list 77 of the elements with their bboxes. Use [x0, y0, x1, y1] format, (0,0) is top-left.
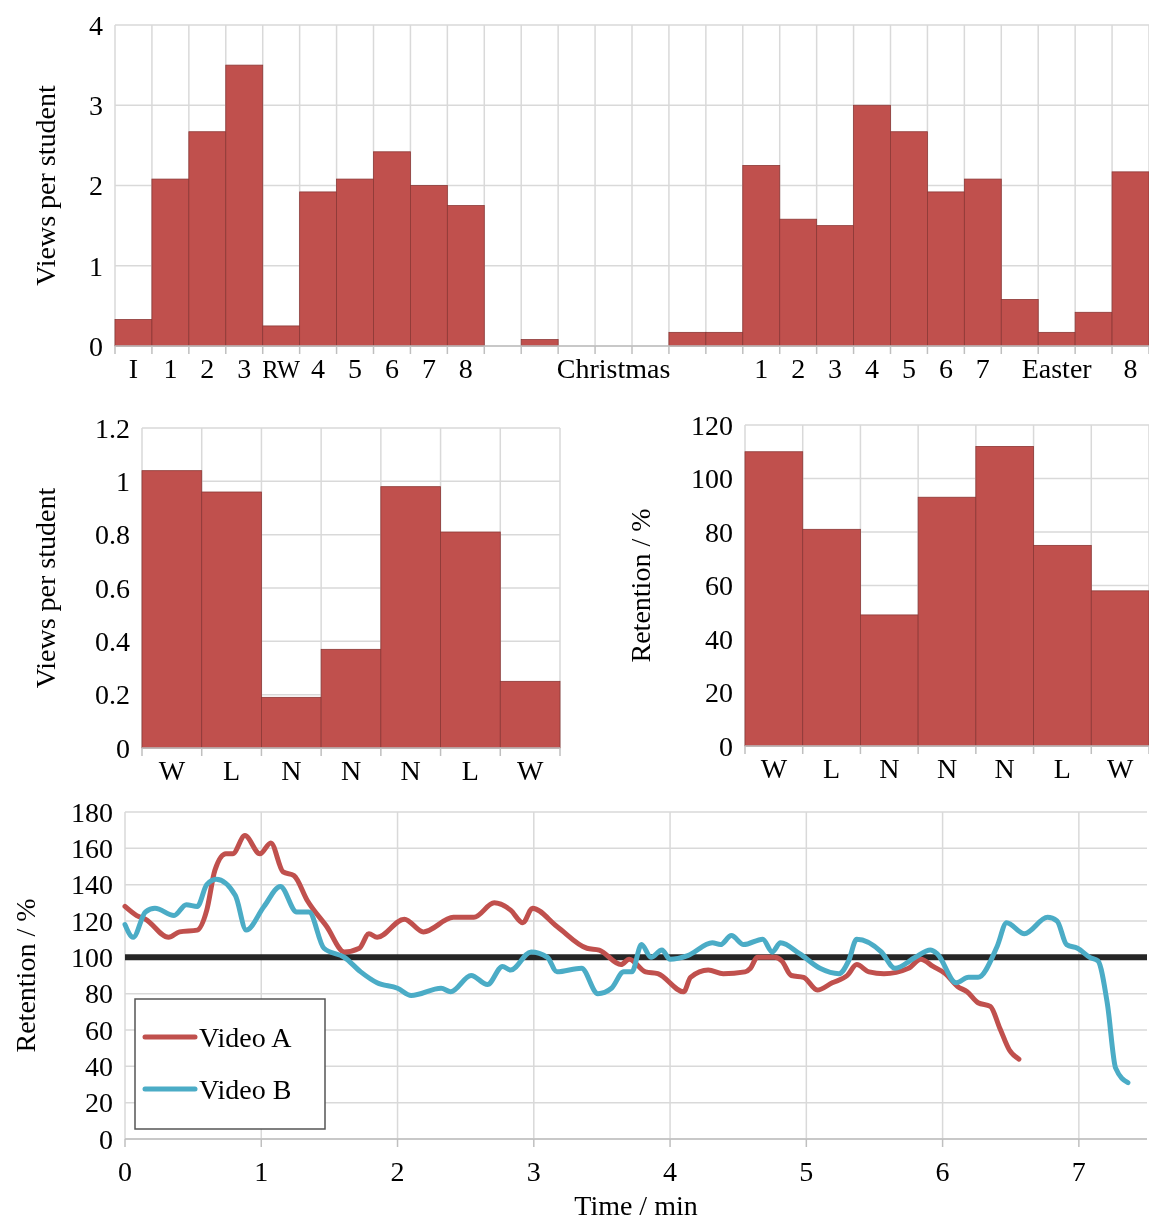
- x-tick-label: 4: [311, 353, 326, 384]
- x-tick-label: 7: [1071, 1156, 1086, 1187]
- x-tick-label: N: [400, 755, 421, 786]
- y-axis-title: Retention / %: [9, 898, 41, 1053]
- y-tick-label: 100: [691, 463, 733, 495]
- y-tick-label: 140: [71, 869, 113, 901]
- y-tick-label: 1: [89, 250, 103, 282]
- x-tick-label: Easter: [1021, 353, 1093, 384]
- x-tick-label: 4: [663, 1156, 678, 1187]
- x-tick-label: 3: [237, 353, 252, 384]
- x-tick-label: L: [461, 755, 479, 786]
- x-tick-label: 1: [163, 353, 178, 384]
- x-tick-label: 3: [828, 353, 843, 384]
- x-tick-label: N: [936, 753, 958, 784]
- y-tick-label: 60: [705, 570, 733, 602]
- y-tick-label: 0: [116, 732, 130, 764]
- x-axis-title: Time / min: [574, 1190, 698, 1218]
- y-tick-label: 0: [719, 730, 733, 762]
- x-tick-label: 2: [390, 1156, 405, 1187]
- x-tick-label: 6: [938, 353, 953, 384]
- x-tick-label: N: [879, 753, 900, 784]
- x-tick-label: 4: [865, 353, 880, 384]
- x-tick-label: W: [1106, 753, 1134, 784]
- x-tick-label: I: [128, 353, 139, 384]
- x-tick-label: L: [1053, 753, 1071, 784]
- x-tick-label: W: [158, 755, 186, 786]
- x-tick-label: RW: [262, 356, 301, 383]
- x-tick-label: 5: [901, 353, 916, 384]
- x-tick-label: 3: [526, 1156, 541, 1187]
- x-tick-label: 7: [421, 353, 436, 384]
- y-tick-label: 120: [71, 905, 113, 937]
- x-tick-label: 1: [254, 1156, 269, 1187]
- x-tick-label: 5: [348, 353, 363, 384]
- x-tick-label: Christmas: [556, 353, 671, 384]
- x-tick-label: 2: [791, 353, 806, 384]
- y-tick-label: 0.6: [95, 572, 130, 604]
- y-tick-label: 4: [89, 9, 103, 41]
- x-tick-label: 5: [799, 1156, 814, 1187]
- y-tick-label: 60: [85, 1014, 113, 1046]
- y-tick-label: 80: [705, 516, 733, 548]
- x-tick-label: 8: [1123, 353, 1138, 384]
- y-axis-title: Views per student: [29, 85, 61, 286]
- x-tick-label: W: [760, 753, 788, 784]
- y-tick-label: 40: [705, 623, 733, 655]
- y-axis-title: Views per student: [29, 487, 61, 689]
- y-tick-label: 100: [71, 942, 113, 974]
- y-tick-label: 0: [89, 330, 103, 362]
- x-tick-label: L: [223, 755, 241, 786]
- x-tick-label: 7: [975, 353, 990, 384]
- x-tick-label: 6: [384, 353, 399, 384]
- y-tick-label: 0.4: [95, 626, 130, 658]
- y-tick-label: 2: [89, 170, 103, 202]
- y-tick-label: 40: [85, 1051, 113, 1083]
- y-tick-label: 20: [705, 677, 733, 709]
- y-tick-label: 160: [71, 833, 113, 865]
- y-tick-label: 120: [691, 409, 733, 441]
- y-tick-label: 1: [116, 466, 130, 498]
- legend-label: Video A: [199, 1021, 293, 1053]
- x-tick-label: N: [994, 753, 1015, 784]
- y-tick-label: 0: [99, 1123, 113, 1155]
- x-tick-label: N: [281, 755, 302, 786]
- legend-label: Video B: [199, 1073, 292, 1105]
- y-tick-label: 3: [89, 90, 103, 122]
- x-tick-label: N: [340, 755, 362, 786]
- x-tick-label: W: [516, 755, 544, 786]
- y-tick-label: 80: [85, 978, 113, 1010]
- x-tick-label: 6: [935, 1156, 950, 1187]
- y-tick-label: 20: [85, 1087, 113, 1119]
- x-tick-label: L: [823, 753, 841, 784]
- x-tick-label: 2: [200, 353, 215, 384]
- y-tick-label: 1.2: [95, 412, 130, 444]
- x-tick-label: 8: [458, 353, 473, 384]
- y-tick-label: 0.2: [95, 679, 130, 711]
- y-axis-title: Retention / %: [624, 508, 656, 663]
- x-tick-label: 1: [754, 353, 769, 384]
- y-tick-label: 0.8: [95, 519, 130, 551]
- y-tick-label: 180: [71, 796, 113, 828]
